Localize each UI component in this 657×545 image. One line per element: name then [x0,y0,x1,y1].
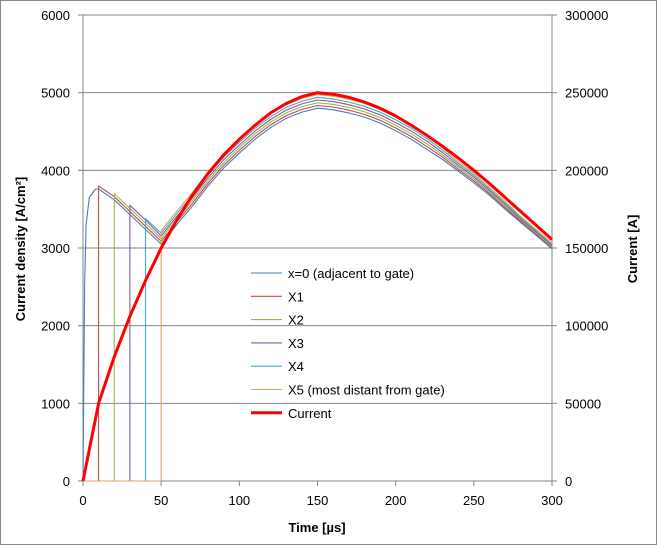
legend-label: Current [288,406,332,421]
series-line-6 [81,91,554,482]
y-tick-label: 3000 [41,241,70,256]
y2-tick-label: 150000 [565,241,608,256]
series-line-0 [82,107,553,482]
y2-tick-label: 100000 [565,319,608,334]
x-tick-label: 150 [307,493,329,508]
y2-tick-label: 0 [565,474,572,489]
x-tick-label: 0 [79,493,86,508]
y-tick-label: 5000 [41,86,70,101]
x-tick-label: 250 [463,493,485,508]
x-axis-title: Time [µs] [288,520,345,535]
series-line-2 [83,102,553,482]
legend-label: X5 (most distant from gate) [288,383,445,398]
series-line-5 [83,94,553,482]
legend-label: X1 [288,289,304,304]
y-tick-label: 0 [63,474,70,489]
axes: 0100020003000400050006000050000100000150… [41,8,608,508]
x-tick-label: 300 [541,493,563,508]
legend-label: X3 [288,336,304,351]
y-tick-label: 1000 [41,396,70,411]
series-line-1 [83,104,553,482]
gridlines [83,14,552,404]
y2-tick-label: 300000 [565,8,608,23]
legend-label: X2 [288,313,304,328]
legend: x=0 (adjacent to gate) X1 X2 X3 X4 X5 (most d… [251,266,445,421]
x-tick-label: 100 [228,493,250,508]
legend-label: X4 [288,359,304,374]
y2-tick-label: 50000 [565,396,601,411]
y-tick-label: 6000 [41,8,70,23]
x-tick-label: 50 [154,493,168,508]
series-line-3 [83,99,553,482]
series-lines [81,91,554,482]
series-line-4 [83,96,553,482]
y2-tick-label: 200000 [565,163,608,178]
y-tick-label: 2000 [41,319,70,334]
x-tick-label: 200 [385,493,407,508]
y2-axis-title: Current [A] [625,215,640,284]
y2-tick-label: 250000 [565,86,608,101]
legend-label: x=0 (adjacent to gate) [288,266,414,281]
y-axis-title: Current density [A/cm²] [13,177,28,321]
y-tick-label: 4000 [41,163,70,178]
